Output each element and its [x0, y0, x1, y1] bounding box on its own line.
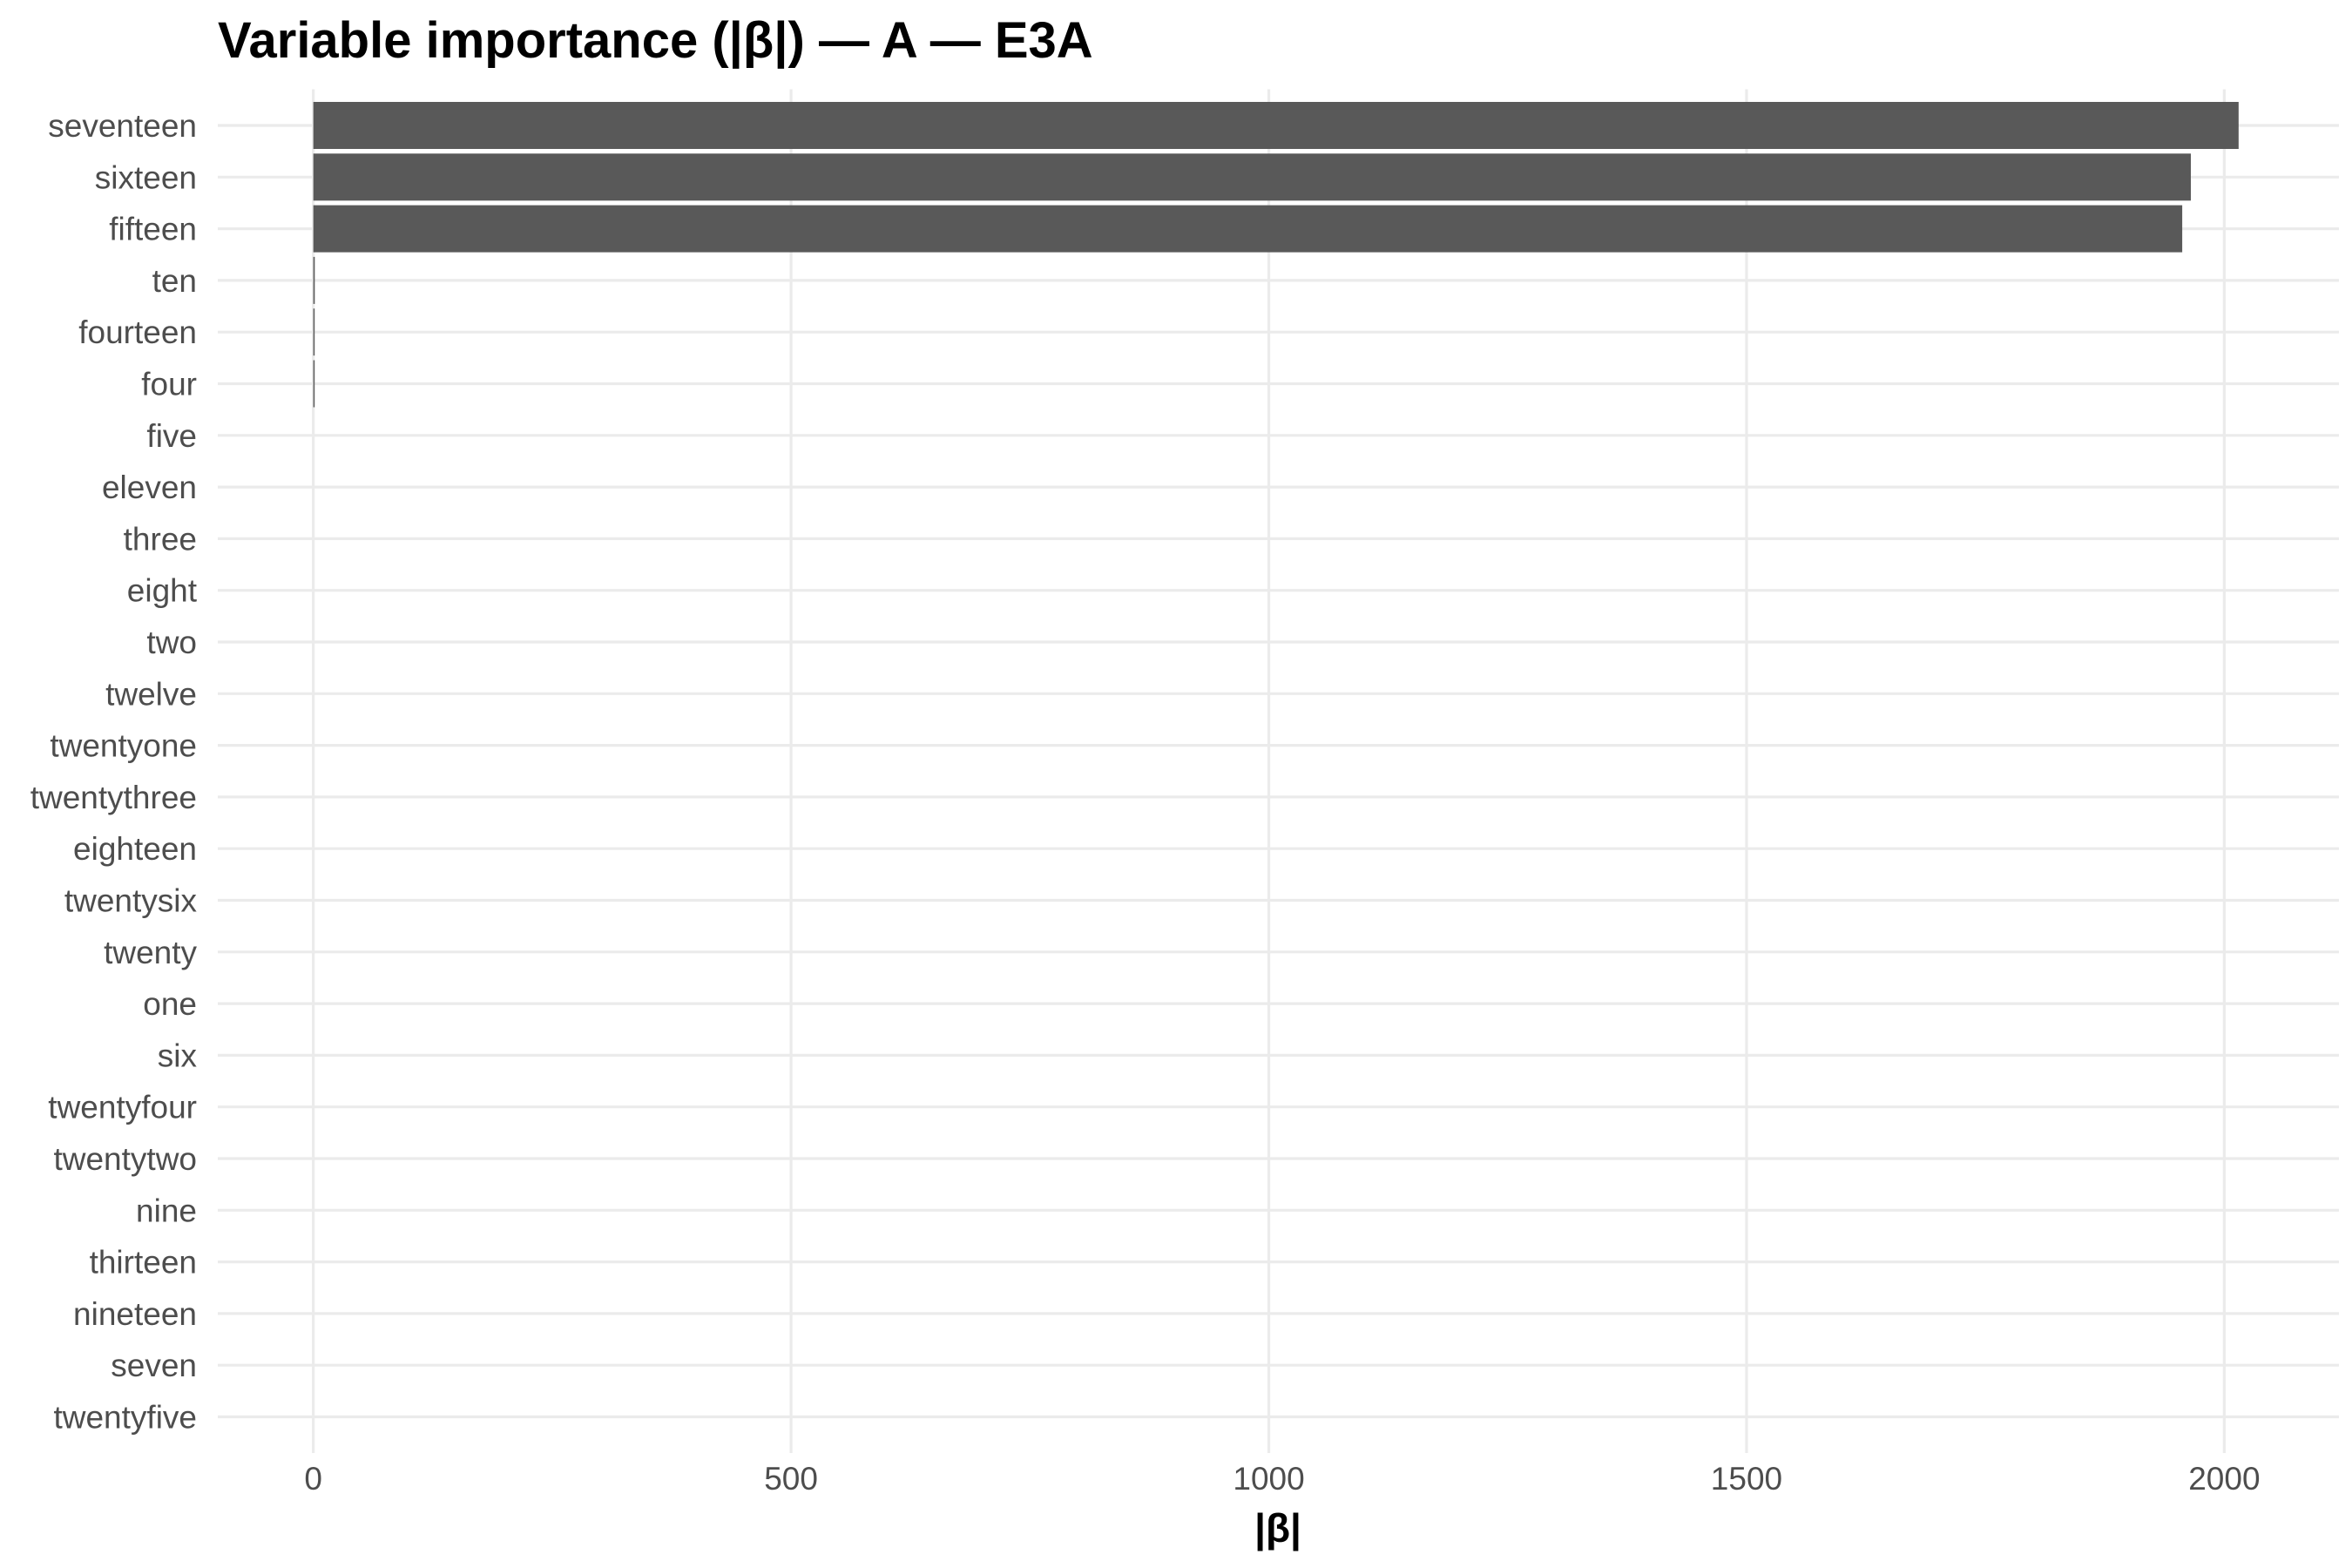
y-tick-label: thirteen	[90, 1245, 197, 1281]
chart-title: Variable importance (|β|) — A — E3A	[218, 12, 1093, 69]
bar-fourteen	[313, 308, 315, 356]
x-axis-label: |β|	[1254, 1505, 1301, 1551]
y-tick-label: twentyone	[50, 728, 197, 764]
y-tick-label: two	[146, 625, 197, 660]
y-tick-label: eleven	[102, 470, 197, 505]
y-tick-label: twentythree	[30, 780, 197, 815]
bars	[313, 102, 2239, 408]
gridlines	[218, 89, 2339, 1454]
x-tick-label: 1000	[1233, 1461, 1304, 1497]
y-tick-label: six	[158, 1037, 198, 1073]
y-tick-label: twelve	[105, 676, 197, 712]
x-tick-label: 0	[304, 1461, 322, 1497]
y-tick-label: one	[143, 986, 197, 1022]
bar-fifteen	[313, 205, 2183, 253]
x-tick-label: 1500	[1711, 1461, 1782, 1497]
y-tick-label: twentyfive	[53, 1400, 197, 1436]
bar-seventeen	[313, 102, 2239, 149]
y-tick-labels: seventeen sixteen fifteen ten fourteen four fi…	[30, 108, 198, 1436]
y-tick-label: eight	[127, 573, 198, 609]
y-tick-label: sixteen	[95, 159, 197, 195]
bar-ten	[313, 256, 315, 304]
bar-four	[313, 360, 315, 408]
x-tick-labels: 0 500 1000 1500 2000	[304, 1461, 2260, 1497]
y-tick-label: nine	[136, 1193, 197, 1228]
x-tick-label: 500	[764, 1461, 818, 1497]
y-tick-label: fifteen	[109, 212, 197, 247]
y-tick-label: ten	[152, 263, 197, 299]
y-tick-label: twentytwo	[53, 1141, 197, 1177]
y-tick-label: twentyfour	[48, 1090, 197, 1125]
bar-sixteen	[313, 153, 2191, 201]
y-tick-label: five	[146, 418, 197, 454]
x-tick-label: 2000	[2188, 1461, 2260, 1497]
y-tick-label: nineteen	[73, 1296, 197, 1332]
y-tick-label: seventeen	[48, 108, 197, 144]
y-tick-label: fourteen	[78, 314, 197, 350]
y-tick-label: seven	[111, 1348, 197, 1383]
y-tick-label: eighteen	[73, 831, 197, 867]
y-tick-label: three	[124, 521, 197, 557]
y-tick-label: twenty	[104, 935, 197, 970]
y-tick-label: four	[141, 367, 197, 402]
y-tick-label: twentysix	[64, 883, 198, 919]
